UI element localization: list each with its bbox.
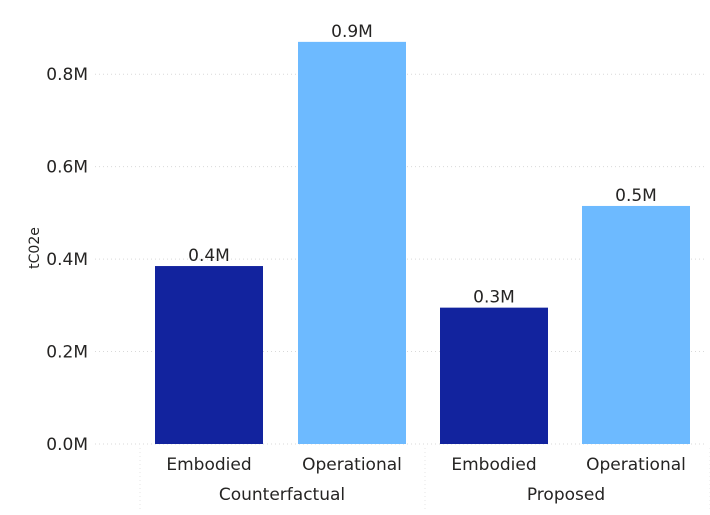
x-category-label: Operational xyxy=(586,455,686,475)
x-category-label: Operational xyxy=(302,455,402,475)
y-tick-label: 0.4M xyxy=(46,250,88,270)
x-category-label: Embodied xyxy=(451,455,536,475)
x-axis: Embodied Operational Counterfactual Embodie… xyxy=(139,448,710,512)
bars xyxy=(155,41,690,444)
bar-counterfactual-embodied[interactable] xyxy=(155,266,263,444)
bar-proposed-operational[interactable] xyxy=(582,205,690,444)
data-label: 0.9M xyxy=(331,22,373,42)
y-axis: 0.0M 0.2M 0.4M 0.6M 0.8M xyxy=(46,65,88,455)
data-label: 0.3M xyxy=(473,288,515,308)
data-labels: 0.4M 0.9M 0.3M 0.5M xyxy=(188,22,657,308)
x-category-label: Embodied xyxy=(166,455,251,475)
bar-proposed-embodied[interactable] xyxy=(440,307,548,444)
bar-counterfactual-operational[interactable] xyxy=(298,41,406,444)
y-axis-title: tC02e xyxy=(27,227,43,269)
y-tick-label: 0.8M xyxy=(46,65,88,85)
y-tick-label: 0.6M xyxy=(46,158,88,178)
data-label: 0.5M xyxy=(615,186,657,206)
x-group-label: Counterfactual xyxy=(219,485,345,505)
data-label: 0.4M xyxy=(188,246,230,266)
y-tick-label: 0.0M xyxy=(46,435,88,455)
y-tick-label: 0.2M xyxy=(46,343,88,363)
x-group-label: Proposed xyxy=(527,485,605,505)
